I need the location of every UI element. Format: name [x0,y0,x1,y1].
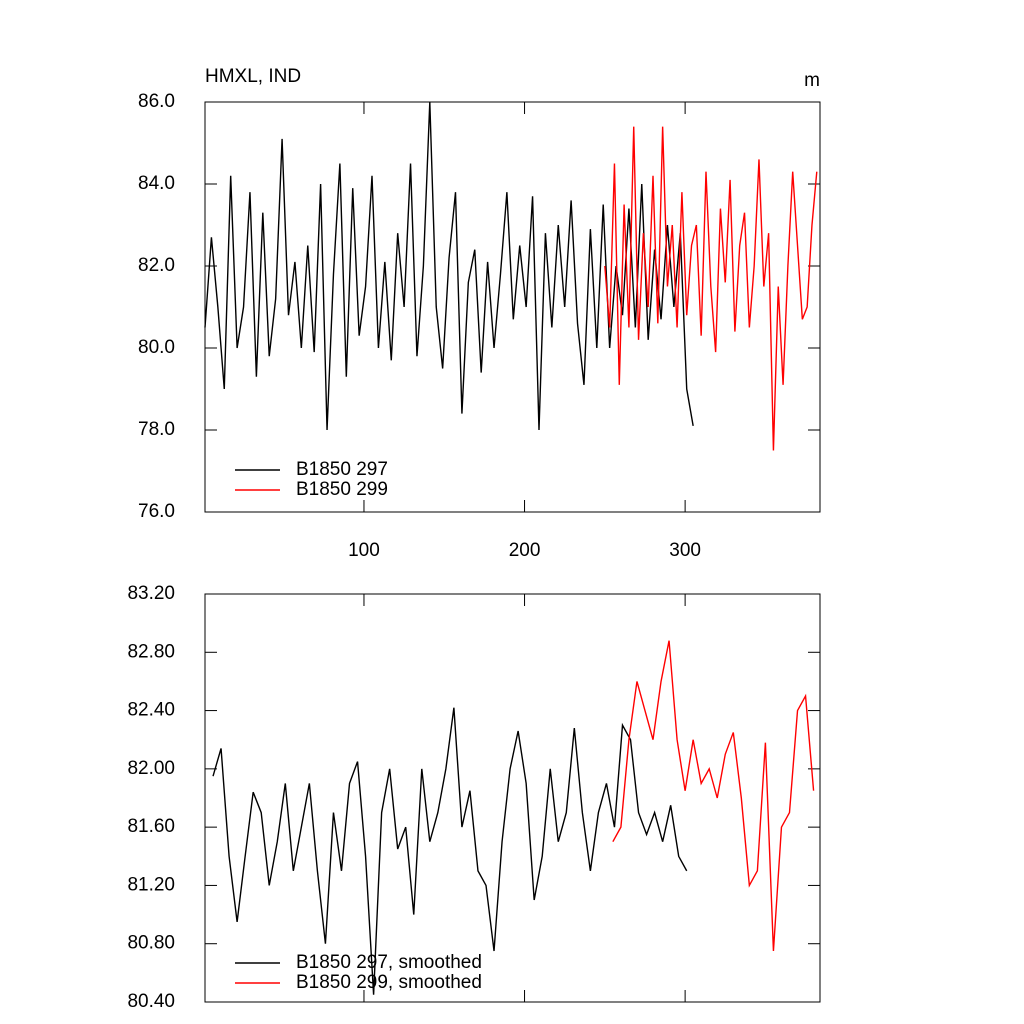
x-tick-label: 100 [348,540,380,561]
data-line [604,126,818,451]
y-tick-label: 76.0 [138,501,175,522]
legend-label: B1850 299, smoothed [296,972,482,993]
y-tick-label: 82.80 [127,641,175,662]
legend-label: B1850 299 [296,479,388,500]
chart-title: HMXL, IND [205,66,301,87]
y-tick-label: 82.0 [138,255,175,276]
y-tick-label: 78.0 [138,419,175,440]
data-line [212,707,688,995]
data-line [204,101,694,431]
y-tick-label: 80.40 [127,991,175,1012]
y-tick-label: 86.0 [138,91,175,112]
x-tick-label: 200 [509,540,541,561]
plot-frame [204,593,821,1003]
y-tick-label: 80.80 [127,933,175,954]
y-tick-label: 80.0 [138,337,175,358]
legend-label: B1850 297, smoothed [296,952,482,973]
units-label: m [804,70,820,91]
y-tick-label: 81.20 [127,874,175,895]
legend-label: B1850 297 [296,459,388,480]
data-line [612,640,815,952]
plot-frame [204,101,821,513]
y-tick-label: 82.00 [127,758,175,779]
x-tick-label: 300 [669,540,701,561]
y-tick-label: 81.60 [127,816,175,837]
y-tick-label: 84.0 [138,173,175,194]
y-tick-label: 82.40 [127,700,175,721]
y-tick-label: 83.20 [127,583,175,604]
